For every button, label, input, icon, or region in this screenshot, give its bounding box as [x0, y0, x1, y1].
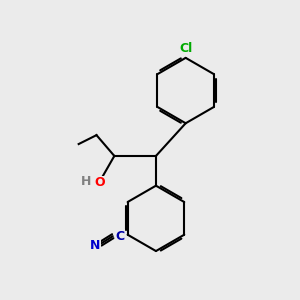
Text: Cl: Cl: [179, 42, 192, 56]
Text: O: O: [94, 176, 105, 189]
Text: H: H: [81, 175, 91, 188]
Text: C: C: [116, 230, 125, 243]
Text: N: N: [90, 238, 100, 252]
